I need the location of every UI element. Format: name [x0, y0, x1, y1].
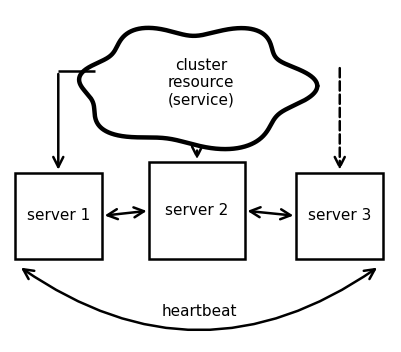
- Text: server 2: server 2: [165, 203, 228, 218]
- Bar: [14, 172, 101, 259]
- Bar: [149, 162, 244, 259]
- Text: server 1: server 1: [26, 208, 90, 223]
- Text: cluster
resource
(service): cluster resource (service): [167, 58, 234, 107]
- FancyArrowPatch shape: [23, 269, 374, 330]
- Text: server 3: server 3: [307, 208, 371, 223]
- Text: heartbeat: heartbeat: [161, 304, 236, 319]
- Bar: [296, 172, 383, 259]
- Polygon shape: [79, 28, 316, 149]
